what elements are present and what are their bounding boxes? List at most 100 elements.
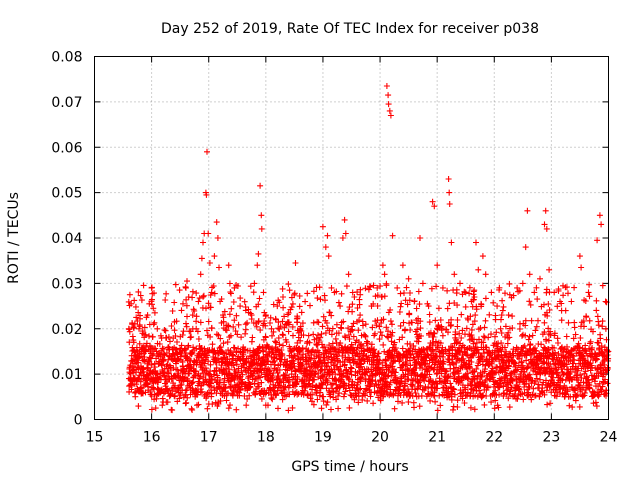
data-point xyxy=(599,318,606,325)
data-point xyxy=(320,313,327,320)
data-point xyxy=(526,298,533,305)
data-point xyxy=(254,262,261,269)
data-point xyxy=(531,289,538,296)
data-point xyxy=(183,302,190,309)
data-point xyxy=(130,337,137,344)
data-point xyxy=(329,340,336,347)
data-point xyxy=(526,384,533,391)
x-tick-label: 15 xyxy=(86,430,104,446)
data-point xyxy=(372,378,379,385)
data-point xyxy=(237,356,244,363)
data-point xyxy=(451,271,458,278)
data-point xyxy=(194,402,200,409)
y-tick-label: 0.04 xyxy=(51,231,82,247)
data-point xyxy=(543,387,550,394)
data-point xyxy=(258,225,265,232)
data-point xyxy=(406,320,413,327)
data-point xyxy=(374,284,381,291)
data-point xyxy=(257,182,264,189)
data-point xyxy=(476,336,482,343)
data-point xyxy=(541,301,547,308)
data-point xyxy=(466,284,473,291)
data-point xyxy=(470,288,477,295)
data-point xyxy=(346,304,353,311)
data-point xyxy=(154,325,161,332)
data-point xyxy=(152,345,159,352)
data-point xyxy=(519,348,526,355)
data-point xyxy=(578,375,585,381)
data-point xyxy=(545,325,552,332)
data-point xyxy=(367,284,374,290)
data-point xyxy=(319,323,326,330)
data-point xyxy=(459,327,466,334)
data-point xyxy=(564,388,571,395)
data-point xyxy=(454,317,461,323)
data-point xyxy=(134,364,141,371)
data-point xyxy=(501,390,508,397)
data-point xyxy=(566,402,573,409)
data-point xyxy=(243,402,250,409)
x-tick-label: 24 xyxy=(600,430,618,446)
data-point xyxy=(477,325,484,331)
data-point xyxy=(146,300,153,307)
data-point xyxy=(354,305,361,311)
data-point xyxy=(504,340,511,347)
data-point xyxy=(383,324,390,331)
data-point xyxy=(409,392,416,399)
data-point xyxy=(326,327,333,334)
data-point xyxy=(530,385,537,392)
data-point xyxy=(397,290,404,297)
data-point xyxy=(435,305,442,312)
data-point xyxy=(127,362,134,369)
data-point xyxy=(406,311,413,318)
data-point xyxy=(433,283,440,290)
data-point xyxy=(415,338,422,345)
data-point xyxy=(581,297,588,304)
data-point xyxy=(541,319,548,326)
data-point xyxy=(161,327,168,333)
data-point xyxy=(314,396,321,403)
data-point xyxy=(579,352,586,359)
data-point xyxy=(482,271,489,278)
data-point xyxy=(469,321,476,328)
data-point xyxy=(309,346,316,353)
data-point xyxy=(562,307,569,314)
data-point xyxy=(238,334,245,341)
data-point xyxy=(126,328,133,335)
data-point xyxy=(505,395,512,402)
data-point xyxy=(515,346,521,353)
data-point xyxy=(576,403,583,410)
data-point xyxy=(316,337,323,344)
data-point xyxy=(468,326,475,333)
data-point xyxy=(478,353,485,360)
data-point xyxy=(205,300,212,307)
data-point xyxy=(351,294,358,300)
data-point xyxy=(439,344,446,351)
data-point xyxy=(376,323,383,330)
data-point xyxy=(573,392,580,399)
data-point xyxy=(377,397,384,404)
data-point xyxy=(211,290,218,297)
x-tick-label: 22 xyxy=(485,430,503,446)
data-point xyxy=(551,289,558,296)
data-point xyxy=(329,325,336,332)
data-point xyxy=(135,403,142,410)
data-point xyxy=(478,303,485,310)
data-point xyxy=(543,368,549,374)
data-point xyxy=(502,290,508,297)
data-point xyxy=(452,331,459,338)
data-point xyxy=(159,345,166,352)
data-point xyxy=(133,344,140,351)
data-point xyxy=(375,350,382,357)
data-point xyxy=(394,284,401,291)
data-point xyxy=(235,321,242,328)
data-point xyxy=(179,363,186,370)
data-point xyxy=(576,382,583,389)
data-point xyxy=(145,364,151,371)
data-point xyxy=(242,330,249,337)
data-point xyxy=(599,383,606,390)
data-point xyxy=(185,342,192,349)
data-point xyxy=(342,388,349,395)
data-point xyxy=(400,386,407,393)
data-point xyxy=(256,383,262,390)
